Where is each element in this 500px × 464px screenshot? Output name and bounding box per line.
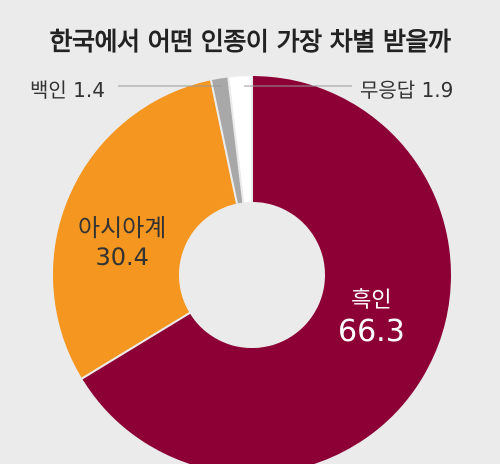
label-white: 백인 1.4: [30, 74, 105, 103]
label-black: 흑인 66.3: [338, 282, 405, 349]
label-black-category: 흑인: [351, 288, 392, 313]
label-white-category: 백인: [30, 78, 67, 102]
label-black-value: 66.3: [338, 314, 405, 349]
label-asian-category: 아시아계: [78, 214, 167, 242]
label-no-answer-category: 무응답: [360, 78, 416, 102]
slice-black: [79, 73, 453, 464]
slice-no-answer: [227, 73, 253, 205]
label-no-answer: 무응답 1.9: [360, 74, 453, 103]
chart-title: 한국에서 어떤 인종이 가장 차별 받을까: [49, 27, 451, 56]
label-no-answer-value: 1.9: [421, 78, 454, 102]
label-asian: 아시아계 30.4: [78, 208, 166, 271]
label-white-value: 1.4: [73, 78, 105, 102]
label-asian-value: 30.4: [95, 243, 149, 271]
slice-asian: [51, 78, 239, 381]
